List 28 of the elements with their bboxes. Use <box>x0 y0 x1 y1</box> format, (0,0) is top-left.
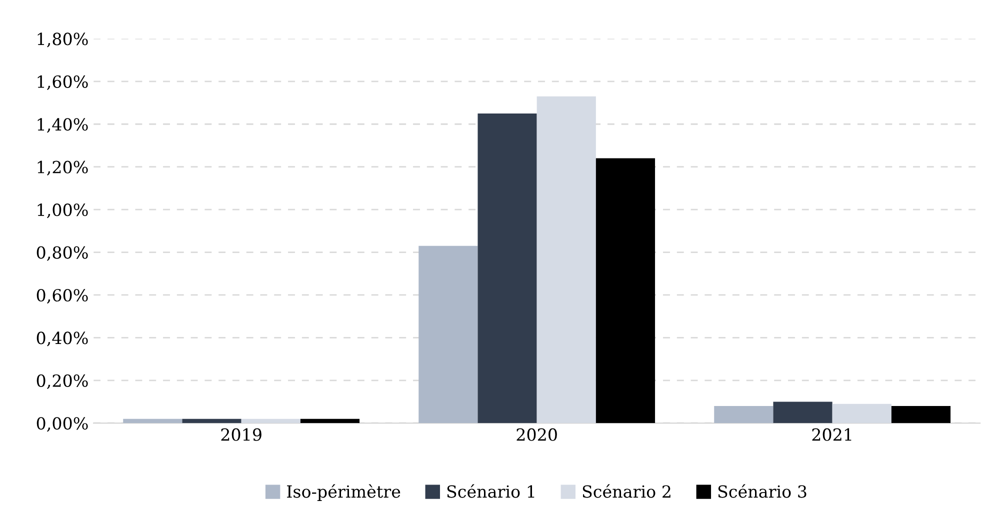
y-tick-label: 1,40% <box>38 118 88 133</box>
y-tick-label: 1,60% <box>38 75 88 90</box>
legend-label: Scénario 1 <box>447 484 534 498</box>
y-tick-label: 0,60% <box>36 288 88 304</box>
bar <box>773 402 832 424</box>
bar <box>832 404 892 424</box>
y-tick-label: 0,20% <box>36 374 88 390</box>
legend-label: Scénario 2 <box>582 484 670 498</box>
y-tick-label: 1,00% <box>38 204 88 218</box>
bar <box>596 158 656 424</box>
x-tick-label: 2019 <box>221 428 262 441</box>
x-tick-label: 2020 <box>516 428 557 441</box>
bar <box>418 246 478 424</box>
legend-label: Scénario 3 <box>718 484 806 498</box>
bar <box>478 113 537 424</box>
x-tick-label: 2021 <box>812 428 852 441</box>
y-tick-label: 0,80% <box>36 246 88 261</box>
y-tick-label: 1,20% <box>38 160 88 176</box>
bar <box>891 406 951 424</box>
legend-label: Iso-périmètre <box>287 484 400 502</box>
y-tick-label: 0,40% <box>36 332 88 346</box>
bar <box>714 406 774 424</box>
y-tick-label: 1,80% <box>38 32 88 48</box>
bar <box>300 418 360 424</box>
y-tick-label: 0,00% <box>36 417 88 432</box>
bar <box>241 418 300 424</box>
bar <box>123 418 182 424</box>
bar <box>182 418 242 424</box>
